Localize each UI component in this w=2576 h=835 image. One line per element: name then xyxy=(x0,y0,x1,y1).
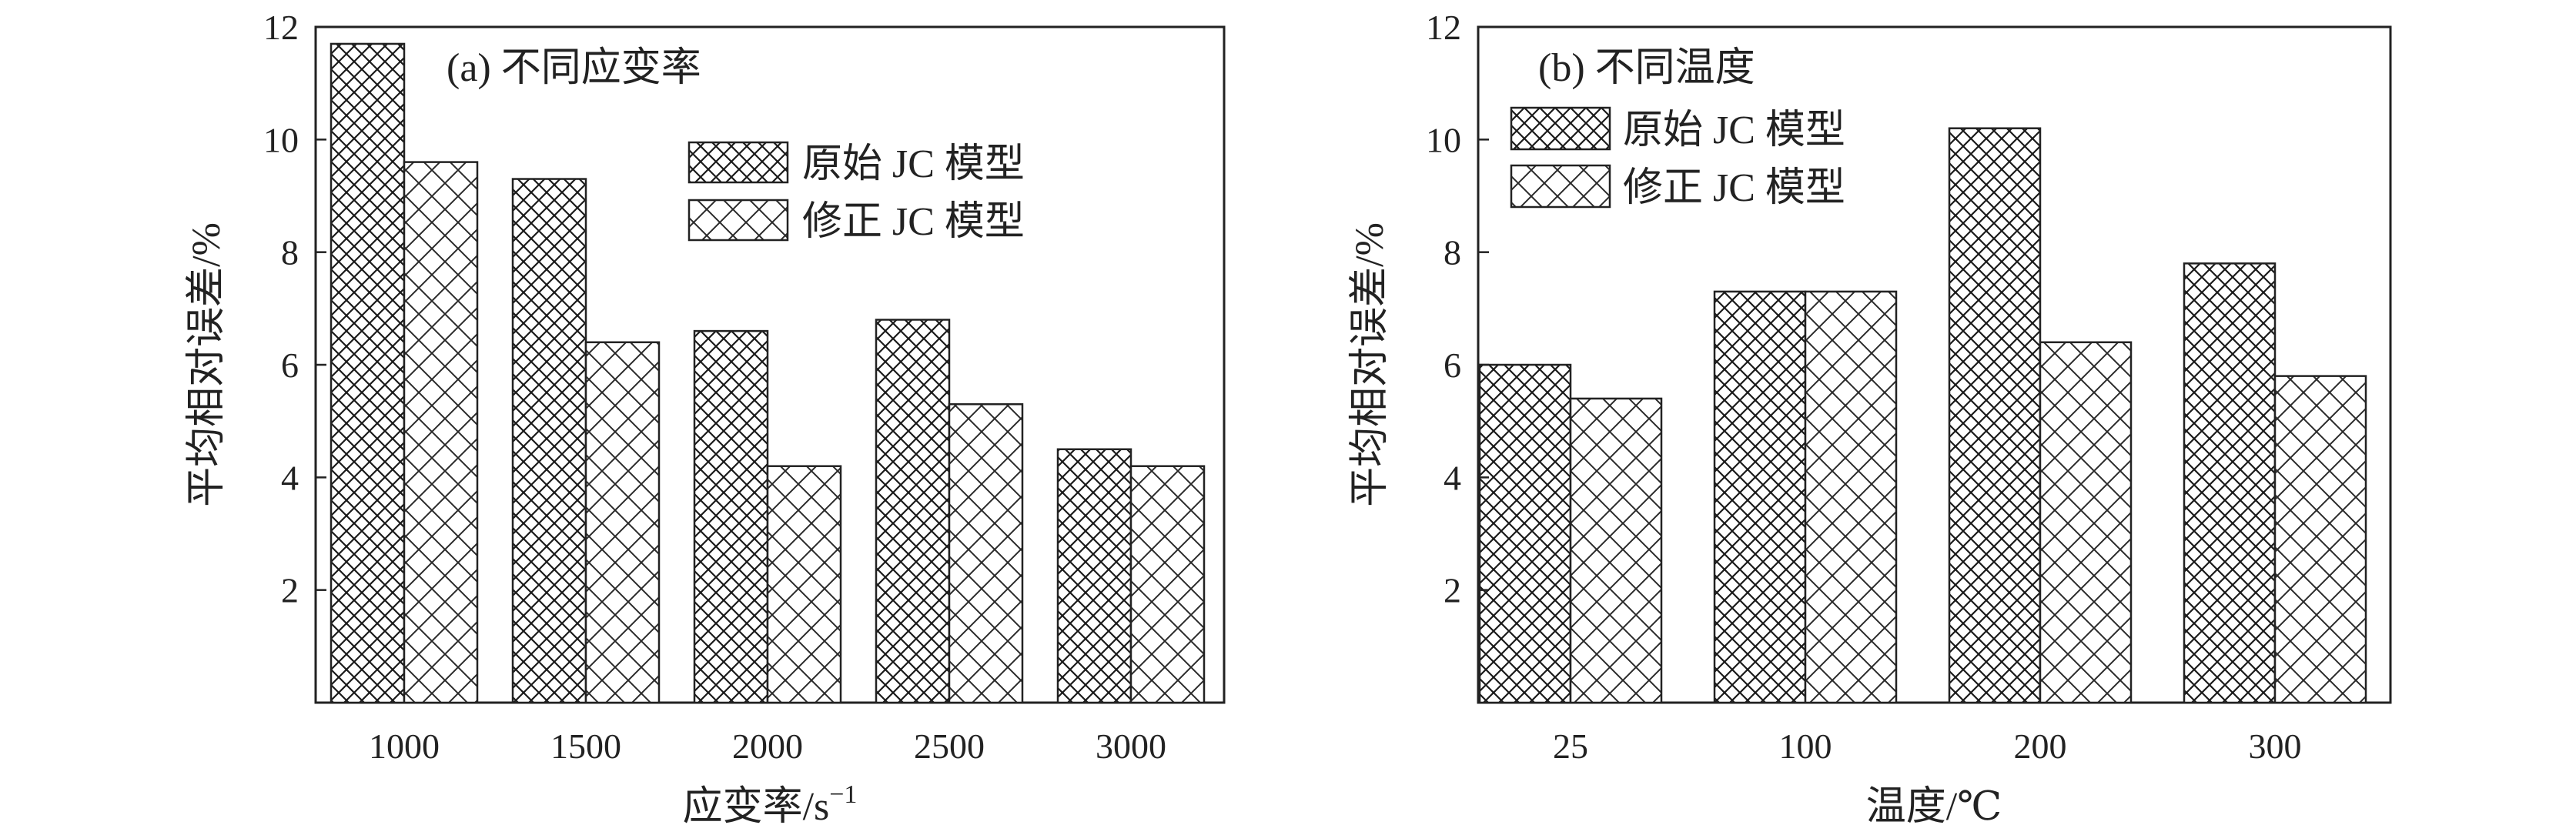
bar-a-modified-3000 xyxy=(1129,465,1206,704)
y-ticks-b: 2 4 6 8 10 12 xyxy=(1426,8,1489,610)
y-axis-label-a: 平均相对误差/% xyxy=(185,222,229,507)
bar-b-original-100 xyxy=(1713,290,1807,704)
x-tick-label-b-200: 200 xyxy=(2014,726,2067,766)
legend-label-modified-a: 修正 JC 模型 xyxy=(802,200,1025,244)
y-tick-label-a-10: 10 xyxy=(263,120,299,159)
y-tick-label-b-4: 4 xyxy=(1444,458,1461,497)
x-tick-label-b-300: 300 xyxy=(2249,726,2302,766)
legend-swatch-original-a xyxy=(687,141,789,184)
bar-a-original-1000 xyxy=(330,42,406,704)
legend-b: 原始 JC 模型 修正 JC 模型 xyxy=(1510,106,1845,210)
legend-swatch-modified-b xyxy=(1510,164,1611,209)
x-tick-label-a-3000: 3000 xyxy=(1096,726,1166,766)
y-tick-label-b-12: 12 xyxy=(1426,8,1461,47)
bar-a-modified-1500 xyxy=(584,341,661,704)
y-tick-label-a-4: 4 xyxy=(281,458,299,497)
y-tick-label-a-2: 2 xyxy=(281,571,299,610)
x-axis-label-a: 应变率/s−1 xyxy=(683,780,858,829)
x-tick-label-a-1500: 1500 xyxy=(550,726,621,766)
y-tick-label-b-6: 6 xyxy=(1444,346,1461,385)
bar-b-modified-200 xyxy=(2039,341,2133,704)
x-axis-label-a-text: 应变率/s xyxy=(683,785,830,829)
y-tick-label-a-12: 12 xyxy=(263,8,299,47)
bars-b xyxy=(1478,127,2367,704)
bar-a-original-2500 xyxy=(875,319,951,704)
y-tick-label-a-6: 6 xyxy=(281,346,299,385)
chart-panel-b: 2 4 6 8 10 12 25 100 200 300 (b) 不同温度 原始 JC 模型 修… xyxy=(1348,8,2392,829)
panel-a-annotation: (a) 不同应变率 xyxy=(447,46,701,90)
y-tick-label-b-8: 8 xyxy=(1444,233,1461,272)
bar-b-original-200 xyxy=(1948,127,2042,704)
y-axis-label-b: 平均相对误差/% xyxy=(1348,222,1392,507)
bar-b-original-25 xyxy=(1478,363,1572,704)
legend-label-original-a: 原始 JC 模型 xyxy=(802,142,1025,186)
legend-a: 原始 JC 模型 修正 JC 模型 xyxy=(687,141,1025,244)
y-tick-label-a-8: 8 xyxy=(281,233,299,272)
bar-a-original-1500 xyxy=(511,178,587,704)
x-tick-label-a-2000: 2000 xyxy=(732,726,803,766)
bar-a-modified-1000 xyxy=(403,161,479,704)
bars-a xyxy=(330,42,1206,704)
bar-a-original-2000 xyxy=(693,329,769,704)
legend-label-modified-b: 修正 JC 模型 xyxy=(1623,166,1845,210)
x-tick-label-b-100: 100 xyxy=(1779,726,1832,766)
x-tick-label-b-25: 25 xyxy=(1553,726,1588,766)
bar-a-original-3000 xyxy=(1056,448,1132,704)
bar-a-modified-2500 xyxy=(948,402,1024,704)
bar-b-modified-25 xyxy=(1569,397,1663,704)
x-tick-label-a-2500: 2500 xyxy=(914,726,985,766)
y-ticks-a: 2 4 6 8 10 12 xyxy=(263,8,326,610)
panel-b-annotation: (b) 不同温度 xyxy=(1538,46,1755,90)
y-tick-label-b-10: 10 xyxy=(1426,120,1461,159)
y-tick-label-b-2: 2 xyxy=(1444,571,1461,610)
bar-b-modified-300 xyxy=(2273,375,2367,704)
bar-b-original-300 xyxy=(2183,262,2277,704)
x-tick-label-a-1000: 1000 xyxy=(369,726,440,766)
x-axis-label-b: 温度/℃ xyxy=(1866,785,2002,829)
legend-label-original-b: 原始 JC 模型 xyxy=(1623,109,1845,152)
x-ticks-a: 1000 1500 2000 2500 3000 xyxy=(369,726,1166,766)
legend-swatch-modified-a xyxy=(687,199,789,242)
x-ticks-b: 25 100 200 300 xyxy=(1553,726,2302,766)
x-axis-label-a-sup: −1 xyxy=(829,780,857,809)
bar-a-modified-2000 xyxy=(766,465,842,704)
bar-b-modified-100 xyxy=(1804,290,1898,704)
legend-swatch-original-b xyxy=(1510,106,1611,151)
